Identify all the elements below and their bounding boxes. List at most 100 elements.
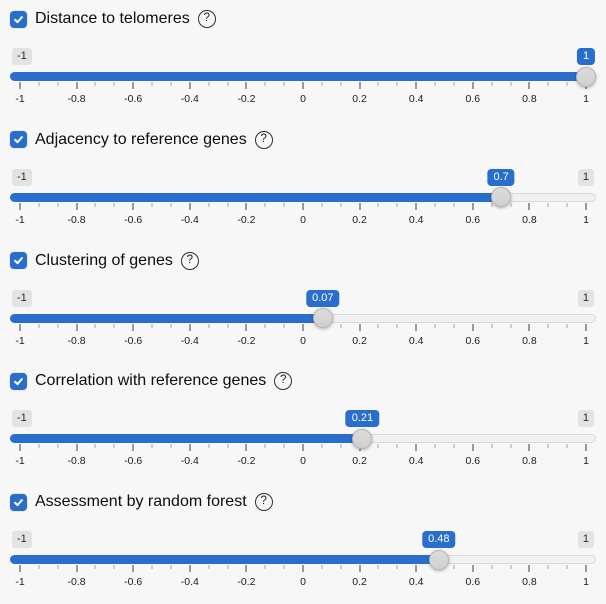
- min-badge: -1: [12, 48, 32, 65]
- tick-mark: [359, 323, 361, 331]
- checkbox[interactable]: [10, 10, 27, 28]
- checkbox[interactable]: [10, 493, 27, 511]
- tick-mark: [227, 444, 229, 449]
- help-icon[interactable]: ?: [197, 10, 216, 28]
- tick-mark: [283, 82, 285, 86]
- tick-mark: [38, 565, 40, 570]
- tick-grid: -1 -0.8 -0.6 -0.4 -0.2 0 0.2 0.4 0.6 0.8 1: [15, 323, 589, 348]
- min-badge: -1: [12, 168, 32, 186]
- slider-handle[interactable]: [428, 549, 449, 570]
- tick-mark: [396, 82, 398, 86]
- tick-mark: [208, 82, 210, 86]
- tick-label: 0.8: [522, 213, 537, 226]
- slider-track[interactable]: [10, 66, 596, 87]
- slider-handle[interactable]: [312, 308, 333, 329]
- slider-handle[interactable]: [576, 66, 596, 87]
- tick-mark: [132, 202, 134, 210]
- slider-track[interactable]: [10, 308, 596, 329]
- min-badge: -1: [12, 410, 32, 428]
- tick-mark: [57, 202, 59, 207]
- tick-mark: [585, 444, 587, 452]
- tick-mark: [132, 444, 134, 452]
- tick-mark: [415, 82, 417, 89]
- checkbox[interactable]: [10, 252, 27, 270]
- max-badge: 1: [577, 289, 594, 307]
- tick-label: -0.2: [237, 455, 256, 468]
- tick-grid: -1 -0.8 -0.6 -0.4 -0.2 0 0.2 0.4 0.6 0.8 1: [15, 444, 589, 468]
- slider-section-adjacency-to-reference-genes: Adjacency to reference genes ? -1 1 0.7 …: [0, 121, 606, 242]
- tick-mark: [340, 202, 342, 207]
- help-icon[interactable]: ?: [254, 130, 273, 149]
- tick-label: 1: [583, 334, 589, 347]
- tick-label: -0.4: [180, 455, 199, 468]
- tick-label: 0.6: [465, 93, 481, 105]
- tick-mark: [547, 82, 549, 86]
- slider-header: Distance to telomeres ?: [10, 8, 216, 30]
- tick-mark: [359, 202, 361, 210]
- tick-label: -0.2: [237, 334, 256, 347]
- tick-mark: [302, 323, 304, 331]
- tick-mark: [434, 444, 436, 449]
- min-badge: -1: [12, 531, 32, 549]
- tick-mark: [491, 444, 493, 449]
- tick-mark: [57, 565, 59, 570]
- tick-label: -0.4: [180, 93, 199, 105]
- tick-label: -0.8: [67, 455, 86, 468]
- tick-mark: [510, 323, 512, 328]
- tick-mark: [57, 82, 59, 86]
- tick-label: 0.4: [408, 93, 424, 105]
- tick-mark: [340, 323, 342, 328]
- tick-label: -0.2: [237, 576, 256, 589]
- slider-track[interactable]: [10, 549, 596, 570]
- tick-label: 0.4: [408, 576, 424, 589]
- tick-mark: [453, 82, 455, 86]
- tick-mark: [19, 565, 21, 573]
- max-badge: 1: [577, 168, 594, 186]
- tick-mark: [472, 202, 474, 210]
- slider-label: Clustering of genes: [35, 251, 173, 269]
- help-icon[interactable]: ?: [274, 372, 293, 391]
- tick-mark: [528, 565, 530, 573]
- checkbox[interactable]: [10, 131, 27, 149]
- tick-mark: [94, 444, 96, 449]
- tick-mark: [132, 323, 134, 331]
- check-icon: [14, 377, 23, 386]
- tick-mark: [189, 565, 191, 573]
- tick-mark: [245, 202, 247, 210]
- tick-mark: [227, 202, 229, 207]
- tick-label: -0.6: [124, 455, 143, 468]
- tick-mark: [321, 202, 323, 207]
- tick-label: -1: [15, 576, 25, 589]
- checkbox[interactable]: [10, 372, 27, 390]
- tick-mark: [19, 444, 21, 452]
- help-icon[interactable]: ?: [180, 251, 199, 270]
- slider-handle[interactable]: [352, 428, 373, 449]
- tick-mark: [321, 565, 323, 570]
- tick-label: 1: [583, 93, 589, 105]
- tick-mark: [227, 82, 229, 86]
- tick-mark: [510, 82, 512, 86]
- check-icon: [14, 257, 23, 265]
- tick-mark: [94, 565, 96, 570]
- max-badge: 1: [577, 531, 594, 549]
- tick-label: 0.8: [522, 455, 537, 468]
- tick-mark: [321, 82, 323, 86]
- tick-mark: [19, 202, 21, 210]
- slider-label: Adjacency to reference genes: [35, 130, 247, 148]
- tick-mark: [283, 565, 285, 570]
- tick-mark: [264, 202, 266, 207]
- tick-mark: [302, 565, 304, 573]
- tick-mark: [151, 82, 153, 86]
- slider-handle[interactable]: [491, 187, 512, 208]
- tick-label: -1: [15, 334, 25, 347]
- tick-mark: [566, 565, 568, 570]
- tick-mark: [76, 565, 78, 573]
- tick-mark: [19, 323, 21, 331]
- help-icon[interactable]: ?: [254, 493, 273, 512]
- tick-label: 0.2: [352, 213, 367, 226]
- tick-mark: [377, 565, 379, 570]
- tick-label: 0: [300, 334, 306, 347]
- slider-track[interactable]: [10, 187, 596, 208]
- slider-track[interactable]: [10, 428, 596, 449]
- tick-mark: [491, 82, 493, 86]
